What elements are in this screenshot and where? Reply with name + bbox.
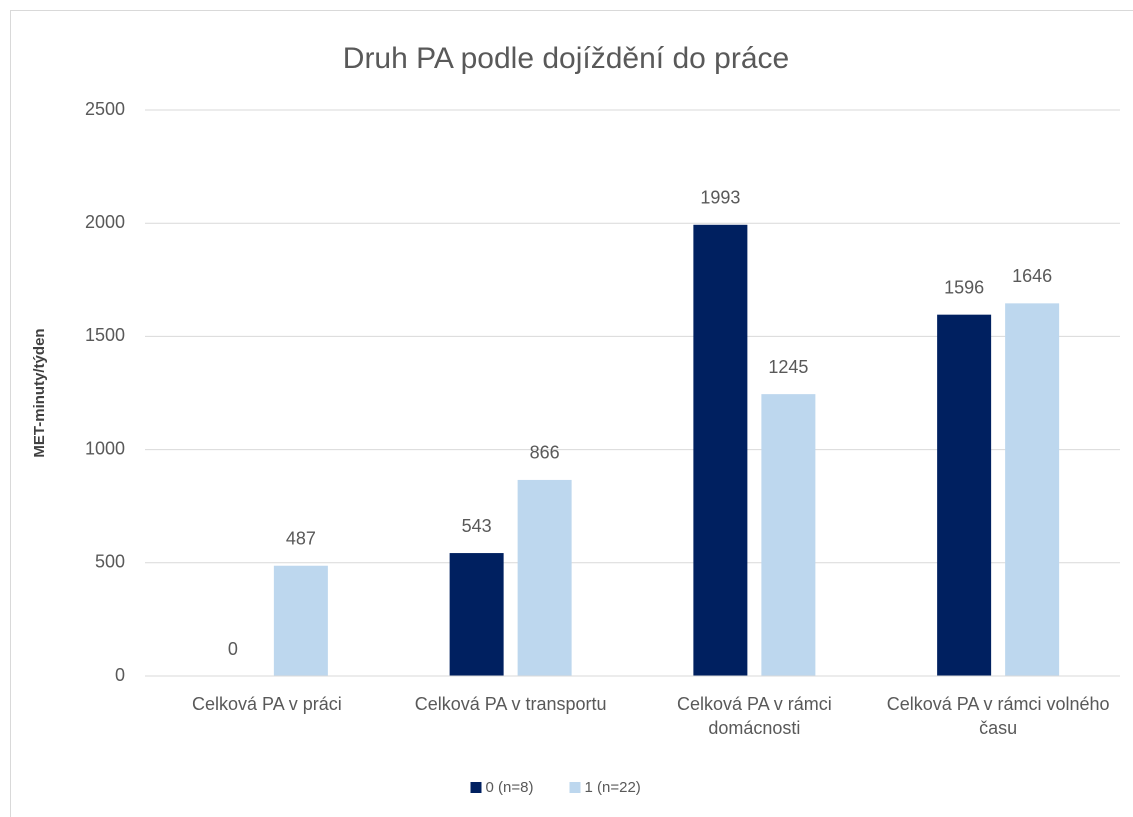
legend-label: 0 (n=8) bbox=[486, 779, 534, 796]
y-tick-label: 1500 bbox=[85, 325, 125, 345]
data-label: 1245 bbox=[768, 357, 808, 377]
data-label: 487 bbox=[286, 528, 316, 548]
x-tick-label-box: Celková PA v práci bbox=[192, 694, 342, 714]
bar bbox=[449, 553, 504, 676]
chart-frame bbox=[10, 10, 1133, 817]
x-tick-label: Celková PA v rámci domácnosti bbox=[677, 694, 832, 738]
x-tick-label-box: Celková PA v rámci volného času bbox=[886, 694, 1110, 738]
legend-label: 1 (n=22) bbox=[585, 779, 641, 796]
data-label: 1646 bbox=[1012, 266, 1052, 286]
legend-swatch bbox=[569, 782, 581, 793]
y-tick-label: 2500 bbox=[85, 99, 125, 119]
legend-swatch bbox=[470, 782, 482, 793]
data-label: 0 bbox=[228, 639, 238, 659]
x-tick-label: Celková PA v práci bbox=[192, 694, 342, 714]
data-label: 866 bbox=[530, 443, 560, 463]
bar bbox=[273, 565, 328, 676]
y-tick-label: 0 bbox=[115, 665, 125, 685]
x-tick-label: Celková PA v rámci volného času bbox=[886, 694, 1110, 738]
bar bbox=[517, 479, 572, 676]
y-tick-label: 2000 bbox=[85, 212, 125, 232]
x-tick-label-box: Celková PA v transportu bbox=[414, 694, 607, 714]
bar bbox=[693, 224, 748, 677]
x-tick-label-box: Celková PA v rámci domácnosti bbox=[677, 694, 832, 738]
y-tick-label: 500 bbox=[95, 552, 125, 572]
chart-title: Druh PA podle dojíždění do práce bbox=[343, 42, 789, 75]
data-label: 1596 bbox=[944, 277, 984, 297]
bar bbox=[937, 314, 992, 676]
bar bbox=[1005, 303, 1060, 676]
y-tick-label: 1000 bbox=[85, 438, 125, 458]
bar bbox=[761, 394, 816, 676]
y-axis-label: MET-minuty/týden bbox=[31, 328, 48, 457]
data-label: 1993 bbox=[700, 188, 740, 208]
data-label: 543 bbox=[462, 516, 492, 536]
x-tick-label: Celková PA v transportu bbox=[414, 694, 607, 714]
